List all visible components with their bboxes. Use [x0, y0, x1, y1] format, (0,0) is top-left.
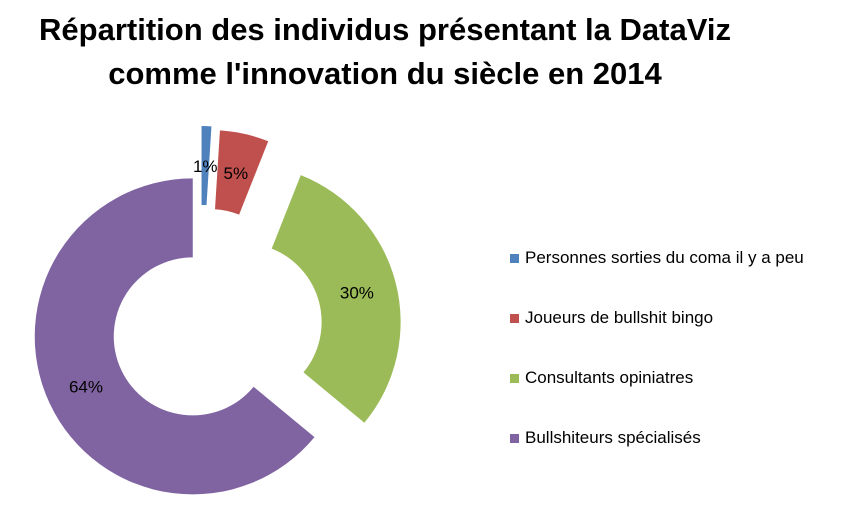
data-label: 5% [223, 164, 248, 183]
chart-title: Répartition des individus présentant la … [0, 8, 770, 96]
doughnut-slice [201, 126, 212, 206]
data-label: 1% [193, 157, 218, 176]
legend-swatch [510, 313, 519, 323]
legend-item: Joueurs de bullshit bingo [510, 288, 804, 348]
chart-title-line-1: Répartition des individus présentant la … [39, 12, 731, 47]
chart-legend: Personnes sorties du coma il y a peu Jou… [510, 228, 804, 468]
doughnut-slice [214, 130, 269, 215]
legend-label: Bullshiteurs spécialisés [525, 428, 701, 447]
legend-item: Bullshiteurs spécialisés [510, 408, 804, 468]
data-label: 30% [340, 284, 374, 303]
doughnut-slice [271, 175, 401, 423]
legend-item: Consultants opiniatres [510, 348, 804, 408]
doughnut-slice [34, 178, 315, 495]
legend-label: Consultants opiniatres [525, 368, 694, 387]
legend-label: Personnes sorties du coma il y a peu [525, 248, 804, 267]
legend-item: Personnes sorties du coma il y a peu [510, 228, 804, 288]
legend-swatch [510, 253, 519, 263]
legend-swatch [510, 433, 519, 443]
legend-swatch [510, 373, 519, 383]
chart-title-line-2: comme l'innovation du siècle en 2014 [108, 56, 662, 91]
legend-label: Joueurs de bullshit bingo [525, 308, 714, 327]
data-label: 64% [69, 378, 103, 397]
